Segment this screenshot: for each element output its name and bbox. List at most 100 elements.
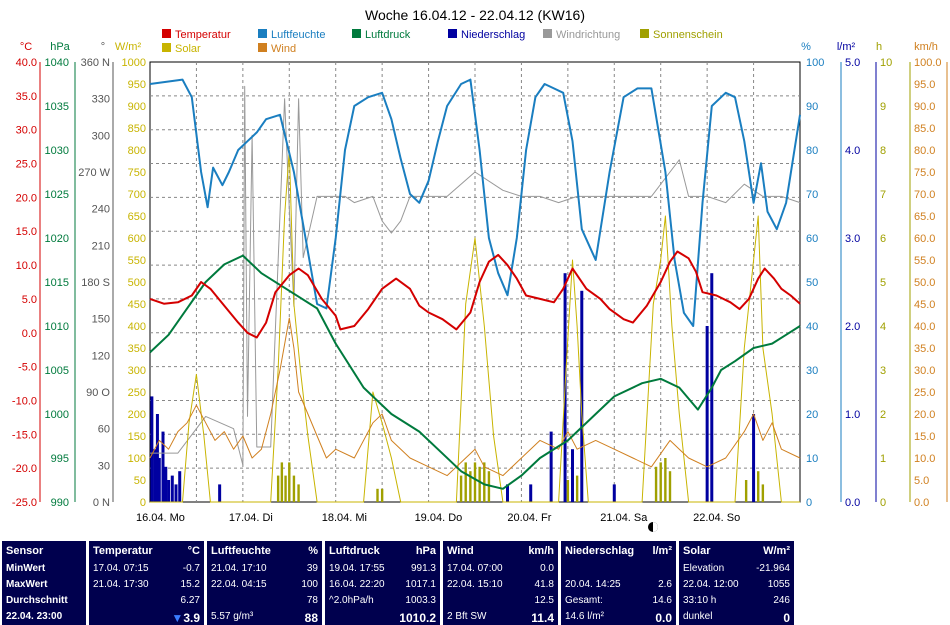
legend-label: Windrichtung	[556, 29, 620, 41]
axis-tick-dir: 30	[98, 460, 110, 472]
axis-tick-press: 1005	[45, 365, 69, 377]
axis-tick-temp: -5.0	[18, 362, 37, 374]
legend-label: Niederschlag	[461, 29, 525, 41]
moon-icon	[648, 522, 658, 532]
axis-tick-dir: 150	[92, 314, 110, 326]
axis-tick-wind: 80.0	[914, 145, 935, 157]
axis-tick-solar: 950	[128, 79, 146, 91]
sunshine-bar	[654, 466, 658, 502]
axis-tick-press: 1000	[45, 409, 69, 421]
axis-tick-temp: 20.0	[16, 192, 37, 204]
series-line-solar	[150, 149, 800, 503]
rain-bar	[705, 326, 709, 502]
axis-tick-sun: 10	[880, 57, 892, 69]
x-tick-label: 16.04. Mo	[136, 512, 185, 524]
wind-beaufort: 2 Bft SW	[447, 611, 487, 622]
wind-current-value: 11.4	[531, 611, 554, 625]
chart-grid	[149, 61, 801, 503]
axis-tick-sun: 8	[880, 145, 886, 157]
axis-tick-dir: 270 W	[78, 167, 110, 179]
solar-state: dunkel	[683, 611, 713, 622]
sunshine-bar	[575, 475, 579, 502]
rain-unit: l/m²	[652, 545, 672, 557]
axis-tick-press: 1010	[45, 321, 69, 333]
legend-label: Wind	[271, 43, 296, 55]
temp-current-value: 3.9	[183, 611, 200, 625]
sunshine-bar	[459, 475, 463, 502]
row-label-current: 22.04. 23:00	[6, 611, 63, 622]
axis-tick-solar: 900	[128, 101, 146, 113]
axis-tick-solar: 450	[128, 299, 146, 311]
axis-tick-wind: 25.0	[914, 387, 935, 399]
rain-bar	[506, 484, 509, 502]
axis-tick-rain: 1.0	[845, 409, 860, 421]
legend-swatch	[258, 43, 267, 52]
series-line-temperatur	[149, 250, 801, 339]
temp-max-time: 21.04. 17:30	[93, 579, 149, 590]
axis-tick-press: 1035	[45, 101, 69, 113]
rain-bar	[155, 414, 159, 502]
arrow-down-icon: ▼	[171, 611, 184, 625]
axis-tick-solar: 550	[128, 255, 146, 267]
axis-tick-dir: 300	[92, 130, 110, 142]
rain-bar	[167, 480, 171, 502]
wind-min-time: 17.04. 07:00	[447, 563, 503, 574]
axis-unit-temp: °C	[20, 41, 32, 53]
axis-tick-temp: 30.0	[16, 125, 37, 137]
axis-tick-wind: 10.0	[914, 453, 935, 465]
wind-avg-value: 12.5	[534, 595, 554, 606]
wind-header: Wind	[447, 545, 474, 557]
wind-unit: km/h	[528, 545, 554, 557]
sunshine-bar	[664, 458, 667, 502]
solar-current-value: 0	[783, 611, 790, 625]
sunshine-bar	[473, 462, 477, 502]
sunshine-bar	[566, 480, 570, 502]
axis-tick-wind: 5.0	[914, 475, 929, 487]
axis-tick-hum: 40	[806, 321, 818, 333]
sunshine-bar	[292, 475, 296, 502]
axis-tick-wind: 15.0	[914, 431, 935, 443]
sunshine-bar	[469, 471, 472, 502]
rain-bar	[170, 475, 174, 502]
axis-tick-wind: 100.0	[914, 57, 942, 69]
temp-avg-value: 6.27	[180, 595, 200, 606]
axis-tick-sun: 5	[880, 277, 886, 289]
axis-tick-press: 995	[51, 453, 69, 465]
axis-tick-hum: 30	[806, 365, 818, 377]
axis-tick-wind: 0.0	[914, 497, 929, 509]
hum-max-time: 22.04. 04:15	[211, 579, 267, 590]
series-line-luftfeuchte	[149, 78, 801, 327]
temp-min-value: -0.7	[182, 563, 200, 574]
rain-current-value: 0.0	[655, 611, 672, 625]
x-tick-label: 21.04. Sa	[600, 512, 648, 524]
press-min-value: 991.3	[410, 563, 436, 574]
legend-label: Solar	[175, 43, 201, 55]
row-label-max: MaxWert	[6, 579, 48, 590]
axis-unit-wind: km/h	[914, 41, 938, 53]
axis-tick-solar: 700	[128, 189, 146, 201]
axis-tick-press: 1015	[45, 277, 69, 289]
axis-tick-wind: 60.0	[914, 233, 935, 245]
solar-max-value: 1055	[767, 579, 790, 590]
press-max-time: 16.04. 22:20	[329, 579, 385, 590]
axis-tick-rain: 3.0	[845, 233, 860, 245]
press-min-time: 19.04. 17:55	[329, 563, 385, 574]
axis-tick-dir: 120	[92, 350, 110, 362]
wind-max-time: 22.04. 15:10	[447, 579, 503, 590]
axis-tick-wind: 45.0	[914, 299, 935, 311]
axis-tick-dir: 330	[92, 94, 110, 106]
axis-tick-solar: 600	[128, 233, 146, 245]
legend-swatch	[448, 29, 457, 38]
sunshine-bar	[464, 462, 467, 502]
rain-max-time: 20.04. 14:25	[565, 579, 621, 590]
wind-min-value: 0.0	[540, 563, 554, 574]
axis-tick-solar: 1000	[122, 57, 146, 69]
hum-min-value: 39	[306, 563, 318, 574]
axis-tick-temp: 35.0	[16, 91, 37, 103]
axis-tick-wind: 65.0	[914, 211, 935, 223]
chart-lines	[149, 78, 801, 503]
hum-avg-value: 78	[306, 595, 318, 606]
panel-rain: Niederschlag l/m² 20.04. 14:25 2.6 Gesamt:…	[561, 541, 676, 625]
sunshine-bar	[276, 475, 280, 502]
rain-header: Niederschlag	[565, 545, 635, 557]
